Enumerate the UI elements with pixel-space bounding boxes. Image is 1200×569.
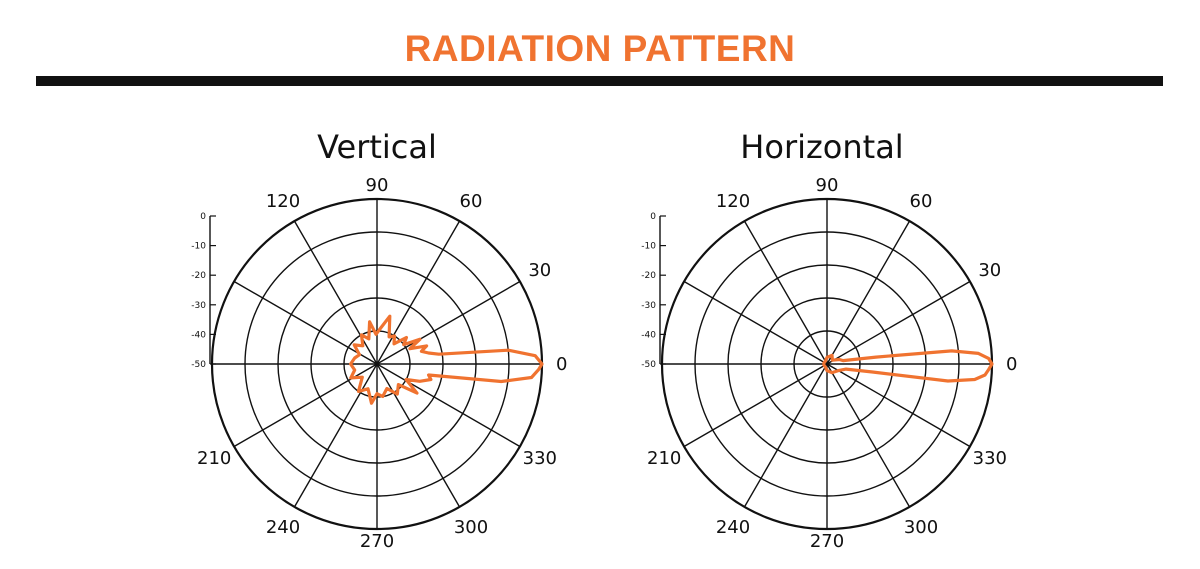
db-scale-label: -30 [191,301,206,311]
db-scale-label: -40 [641,330,656,340]
radiation-pattern-series [349,314,544,405]
angle-tick-label: 300 [904,517,938,538]
angle-tick-label: 210 [197,448,231,469]
angle-tick-label: 240 [266,517,300,538]
grid-spoke [376,220,461,365]
angle-tick-label: 240 [716,517,750,538]
vertical-chart-title: Vertical [317,128,437,166]
horizontal-chart-title: Horizontal [740,128,903,166]
db-scale-label: 0 [650,212,656,222]
angle-tick-label: 0 [1006,354,1017,375]
radiation-pattern-series [822,349,994,383]
db-scale-label: -10 [191,242,206,252]
grid-spoke [293,220,378,365]
angle-tick-label: 300 [454,517,488,538]
angle-tick-label: 270 [360,531,394,552]
db-scale-label: -30 [641,301,656,311]
angle-tick-label: 270 [810,531,844,552]
angle-tick-label: 60 [910,191,933,212]
grid-spoke [743,220,828,365]
angle-tick-label: 120 [716,191,750,212]
angle-tick-label: 90 [366,175,389,196]
grid-spoke [233,280,378,365]
grid-spoke [826,363,971,448]
grid-spoke [683,363,828,448]
grid-spoke [826,280,971,365]
db-scale-label: 0 [200,212,206,222]
grid-spoke [826,220,911,365]
angle-tick-label: 0 [556,354,567,375]
grid-spoke [743,363,828,508]
grid-spoke [826,363,911,508]
angle-tick-label: 60 [460,191,483,212]
db-scale-label: -20 [641,271,656,281]
grid-spoke [683,280,828,365]
page-title: RADIATION PATTERN [404,28,796,69]
grid-spoke [376,363,461,508]
grid-spoke [293,363,378,508]
horizontal-polar-chart: Horizontal 0 30 60 90 120 210 240 270 300 330 0 -10… [641,128,1017,552]
vertical-polar-chart: Vertical 0 30 60 90 120 210 240 270 300 330 0 -10 -2… [191,128,567,552]
db-scale-label: -50 [191,360,206,370]
angle-tick-label: 90 [816,175,839,196]
angle-tick-label: 210 [647,448,681,469]
angle-tick-label: 330 [523,448,557,469]
title-rule [36,76,1163,86]
angle-tick-label: 330 [973,448,1007,469]
angle-tick-label: 120 [266,191,300,212]
db-scale-label: -40 [191,330,206,340]
db-scale-label: -20 [191,271,206,281]
angle-tick-label: 30 [978,260,1001,281]
grid-spoke [376,363,521,448]
angle-tick-label: 30 [528,260,551,281]
db-scale-label: -10 [641,242,656,252]
grid-spoke [376,280,521,365]
db-scale-label: -50 [641,360,656,370]
